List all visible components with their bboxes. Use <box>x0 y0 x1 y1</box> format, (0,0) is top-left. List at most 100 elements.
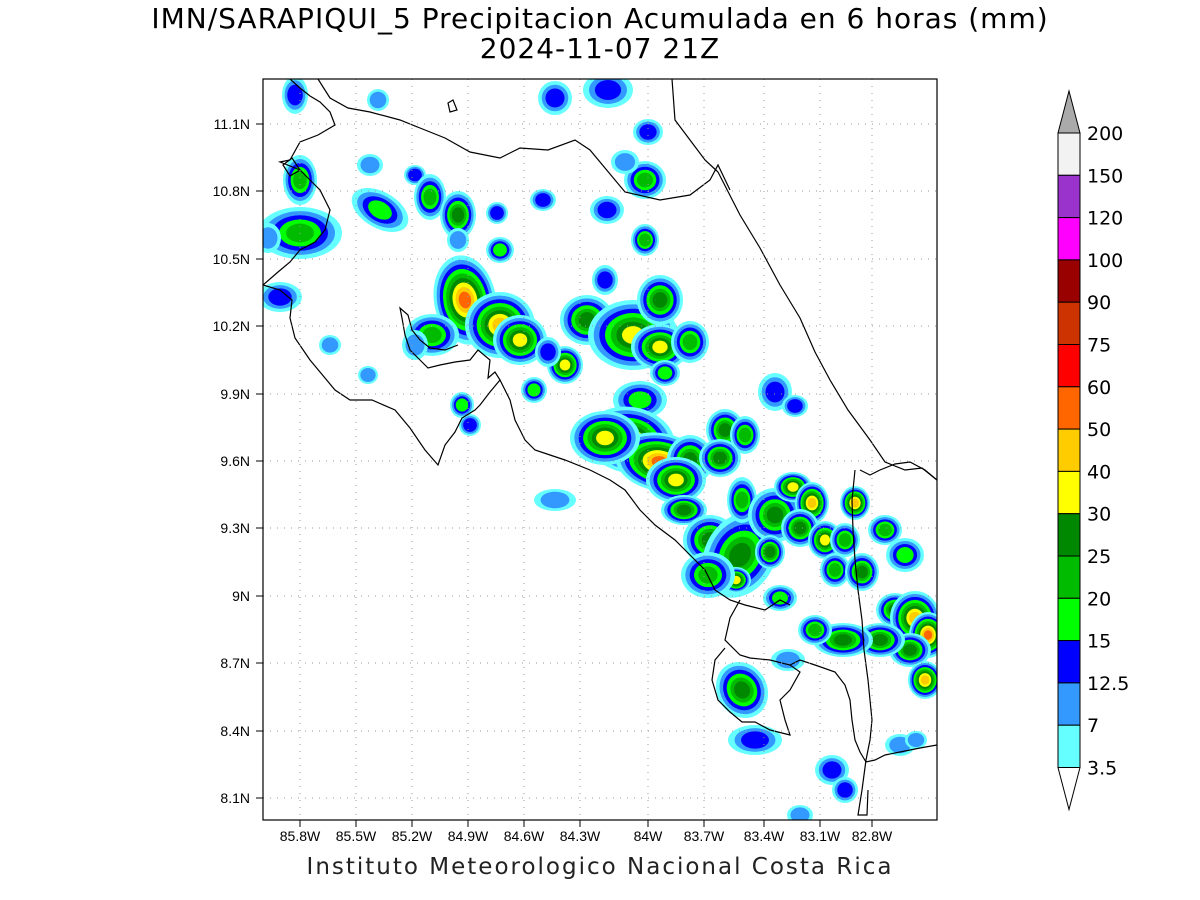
precip-cell <box>570 411 640 465</box>
precip-contour <box>833 634 853 646</box>
lat-tick-label: 10.2N <box>213 318 250 334</box>
precip-contour <box>729 542 751 568</box>
precip-cell <box>611 150 639 174</box>
precip-contour <box>764 546 776 558</box>
precip-contour <box>293 170 307 190</box>
precip-contour <box>713 451 727 465</box>
colorbar-swatch <box>1057 470 1081 515</box>
precip-contour <box>451 207 465 223</box>
precip-contour <box>596 430 614 446</box>
colorbar-swatch <box>1057 597 1081 642</box>
precip-contour <box>527 383 541 397</box>
precip-contour <box>878 523 892 537</box>
lon-tick-label: 85.8W <box>280 828 321 844</box>
precip-contour <box>923 630 933 640</box>
precip-contour <box>535 193 551 207</box>
precip-contour <box>369 91 387 109</box>
precip-cell <box>798 615 832 645</box>
lon-tick-label: 84W <box>634 828 664 844</box>
precip-contour <box>907 732 925 748</box>
precip-contour <box>765 381 785 403</box>
precip-cell <box>263 282 302 312</box>
lon-tick-label: 83.1W <box>800 828 841 844</box>
precip-cell <box>631 224 659 256</box>
precip-contour <box>628 391 652 409</box>
precip-cell <box>763 585 797 611</box>
precipitation-field <box>263 79 937 820</box>
precip-contour <box>808 623 822 637</box>
precip-contour <box>597 271 613 289</box>
precip-contour <box>368 200 392 220</box>
precip-contour <box>741 731 769 749</box>
precip-contour <box>668 473 684 487</box>
plot-frame <box>262 78 938 821</box>
precip-contour <box>545 88 565 108</box>
precip-contour <box>718 423 732 437</box>
precip-contour <box>872 634 888 646</box>
colorbar-swatch <box>1057 724 1081 769</box>
precip-cell <box>538 81 572 115</box>
precip-contour <box>490 206 504 220</box>
precip-cell <box>590 196 624 224</box>
precip-contour <box>360 367 376 383</box>
precip-cell <box>771 649 805 671</box>
precip-contour <box>540 491 570 509</box>
precip-contour <box>458 291 472 309</box>
precip-contour <box>766 506 784 524</box>
precip-contour <box>807 497 817 509</box>
colorbar-label: 40 <box>1087 461 1111 483</box>
lat-tick-label: 8.7N <box>220 655 250 671</box>
precip-cell <box>459 414 481 436</box>
lon-tick-label: 83.7W <box>684 828 725 844</box>
precip-cell <box>820 553 850 587</box>
precip-contour <box>449 231 467 249</box>
longitude-axis: 85.8W 85.5W 85.2W 84.9W 84.6W 84.3W 84W 83.7W 83… <box>280 820 893 844</box>
precip-cell <box>905 731 927 749</box>
colorbar-label: 3.5 <box>1087 758 1117 780</box>
precip-contour <box>652 292 668 308</box>
precip-contour <box>657 366 673 380</box>
lon-tick-label: 84.9W <box>448 828 489 844</box>
precip-contour <box>738 427 752 443</box>
precip-contour <box>772 591 788 605</box>
precip-contour <box>287 84 303 106</box>
lon-tick-label: 84.6W <box>504 828 545 844</box>
precip-contour <box>639 124 657 140</box>
precip-cell <box>535 337 561 367</box>
precip-contour <box>268 288 292 306</box>
precip-contour <box>735 491 749 509</box>
colorbar-swatch <box>1057 386 1081 430</box>
precip-contour <box>676 504 692 516</box>
lat-tick-label: 9.9N <box>220 386 250 402</box>
lat-tick-label: 9N <box>232 588 250 604</box>
precip-cell <box>440 191 476 239</box>
precip-contour <box>639 233 651 247</box>
precip-cell <box>840 486 870 520</box>
precip-contour <box>793 521 807 535</box>
colorbar-under-triangle <box>1057 767 1081 812</box>
precip-cell <box>367 89 389 111</box>
precip-cell <box>583 79 633 108</box>
colorbar-swatch <box>1057 682 1081 726</box>
precip-cell <box>787 805 813 820</box>
precip-contour <box>559 359 571 371</box>
precip-cell <box>886 538 924 572</box>
precip-contour <box>422 327 442 343</box>
precip-cell <box>263 223 281 253</box>
lat-tick-label: 9.3N <box>220 520 250 536</box>
footer-credit: Instituto Meteorologico Nacional Costa R… <box>306 854 894 880</box>
precip-contour <box>540 343 556 361</box>
colorbar-label: 50 <box>1087 419 1111 441</box>
precip-contour <box>896 547 914 563</box>
precip-contour <box>597 201 617 219</box>
lat-tick-label: 8.1N <box>220 790 250 806</box>
precip-cell <box>414 174 446 220</box>
precip-cell <box>486 237 514 263</box>
precip-cell <box>908 661 937 699</box>
precip-contour <box>856 565 868 579</box>
latitude-axis: 11.1N 10.8N 10.5N 10.2N 9.9N 9.6N 9.3N 9N 8.7N 8.… <box>213 116 263 806</box>
precip-cell <box>486 202 508 224</box>
precip-cell <box>358 366 378 384</box>
precip-contour <box>787 482 799 492</box>
